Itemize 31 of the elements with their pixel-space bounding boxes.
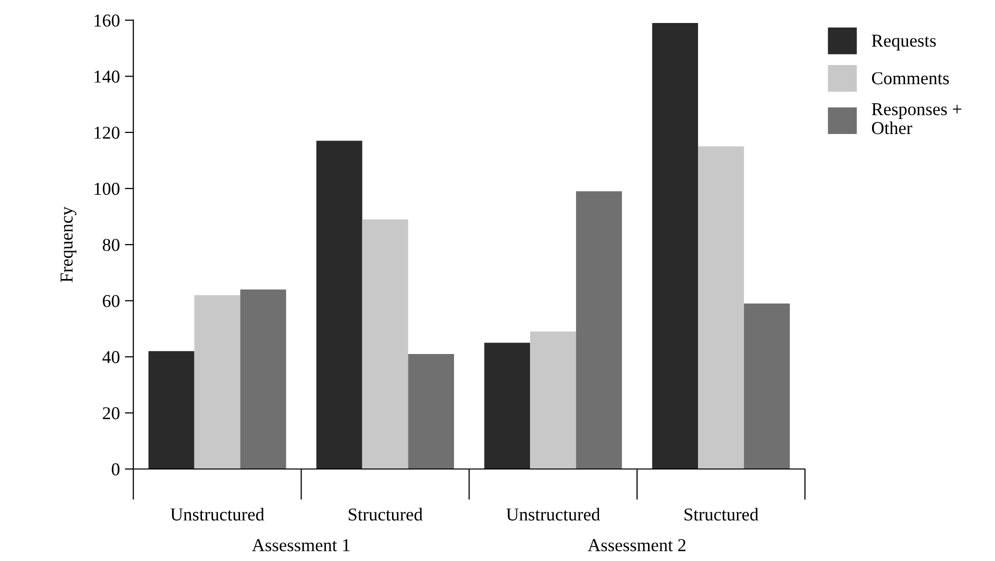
y-tick-label: 20 [102, 407, 120, 420]
bar [652, 23, 698, 469]
y-axis-title: Frequency [60, 206, 76, 282]
bar [408, 354, 454, 469]
bar [240, 289, 286, 469]
bar [316, 140, 362, 469]
y-tick-label: 0 [112, 463, 120, 476]
bar [484, 342, 530, 469]
bar [194, 295, 240, 469]
y-tick-label: 120 [94, 126, 120, 139]
y-tick-label: 140 [94, 70, 120, 83]
legend-label: Requests [872, 34, 936, 50]
y-tick-label: 160 [94, 14, 120, 27]
y-tick-label: 80 [102, 238, 120, 252]
bar [576, 191, 622, 469]
bar [530, 332, 576, 469]
y-tick-label: 100 [94, 182, 120, 195]
y-tick-label: 60 [102, 294, 120, 308]
text: Assessment 1 [252, 539, 350, 552]
legend-label: Comments [872, 72, 949, 84]
x-tick-label: Structured [684, 508, 758, 521]
bar [744, 304, 790, 469]
x-tick-label: Unstructured [170, 508, 264, 521]
bar [148, 351, 194, 469]
text: Assessment 2 [588, 539, 686, 552]
legend-label: Responses + Other [872, 103, 962, 134]
bar [362, 219, 408, 469]
y-tick-label: 40 [102, 351, 120, 364]
x-tick-label: Unstructured [506, 508, 600, 521]
x-tick-label: Structured [348, 508, 423, 521]
bar [698, 146, 744, 469]
